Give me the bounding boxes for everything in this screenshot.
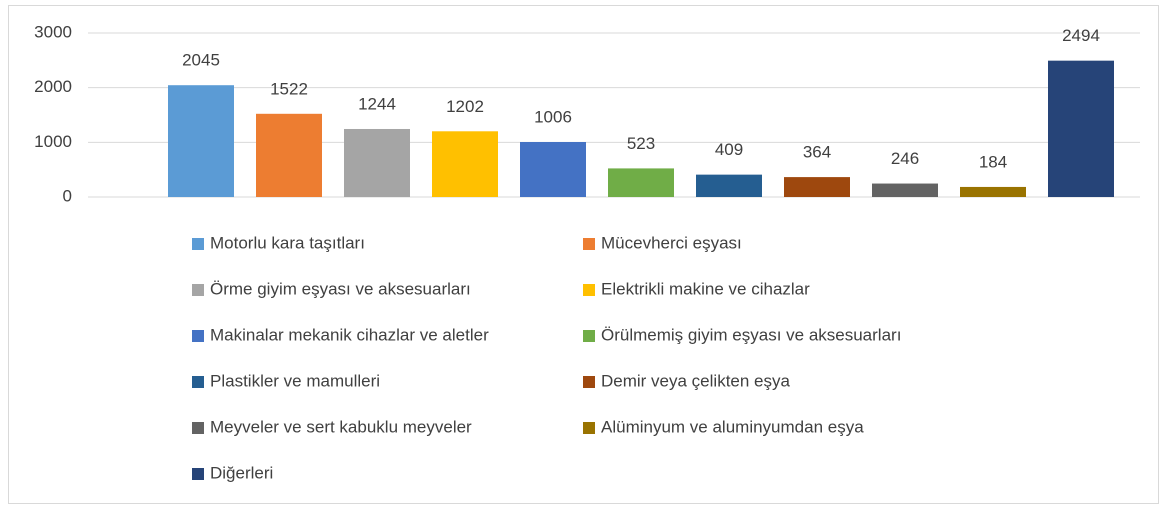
legend-swatch <box>583 330 595 342</box>
bar <box>608 168 674 197</box>
y-tick-label: 3000 <box>34 22 72 41</box>
legend-swatch <box>192 238 204 250</box>
bar <box>520 142 586 197</box>
bar <box>784 177 850 197</box>
legend-label: Motorlu kara taşıtları <box>210 233 365 252</box>
bar <box>960 186 1026 197</box>
legend-swatch <box>192 468 204 480</box>
legend-label: Örme giyim eşyası ve aksesuarları <box>210 279 471 298</box>
legend-label: Alüminyum ve aluminyumdan eşya <box>601 417 864 436</box>
bar <box>344 128 410 197</box>
data-label: 409 <box>715 140 743 159</box>
legend-swatch <box>192 284 204 296</box>
legend-swatch <box>583 238 595 250</box>
data-label: 246 <box>891 149 919 168</box>
legend-swatch <box>192 330 204 342</box>
legend-swatch <box>583 284 595 296</box>
legend-label: Makinalar mekanik cihazlar ve aletler <box>210 325 489 344</box>
data-label: 523 <box>627 134 655 153</box>
data-label: 364 <box>803 143 831 162</box>
data-label: 1244 <box>358 94 396 113</box>
legend-label: Meyveler ve sert kabuklu meyveler <box>210 417 472 436</box>
legend-swatch <box>583 376 595 388</box>
legend-swatch <box>192 376 204 388</box>
data-label: 2494 <box>1062 26 1100 45</box>
bar <box>1048 60 1114 198</box>
data-label: 1202 <box>446 97 484 116</box>
data-label: 1522 <box>270 79 308 98</box>
legend-swatch <box>583 422 595 434</box>
legend-label: Mücevherci eşyası <box>601 233 742 252</box>
bar <box>872 183 938 197</box>
data-label: 2045 <box>182 51 220 70</box>
data-label: 1006 <box>534 107 572 126</box>
legend-label: Demir veya çelikten eşya <box>601 371 791 390</box>
legend-label: Örülmemiş giyim eşyası ve aksesuarları <box>601 325 901 344</box>
legend-label: Diğerleri <box>210 463 273 482</box>
bar <box>696 174 762 197</box>
legend-label: Plastikler ve mamulleri <box>210 371 380 390</box>
bar <box>168 85 234 197</box>
bar <box>256 113 322 197</box>
legend-label: Elektrikli makine ve cihazlar <box>601 279 810 298</box>
bar <box>432 131 498 197</box>
data-label: 184 <box>979 152 1007 171</box>
y-tick-label: 2000 <box>34 77 72 96</box>
y-tick-label: 1000 <box>34 132 72 151</box>
y-tick-label: 0 <box>63 186 72 205</box>
legend-swatch <box>192 422 204 434</box>
